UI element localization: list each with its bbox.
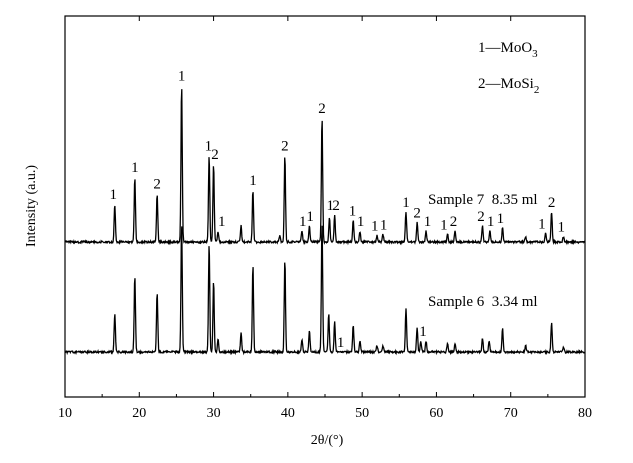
peak-label: 2 xyxy=(281,139,289,155)
peak-label: 1 xyxy=(402,195,410,211)
x-axis-ticks: 10 20 30 40 50 60 70 80 xyxy=(58,16,592,421)
peak-label: 1 xyxy=(380,217,388,233)
peak-label: 2 xyxy=(450,214,458,230)
legend-text: 1—MoO xyxy=(478,40,532,56)
x-tick-label-20: 20 xyxy=(132,406,146,421)
x-tick-label-80: 80 xyxy=(578,406,592,421)
peak-label: 1 xyxy=(299,214,307,230)
peak-label: 1 xyxy=(487,214,495,230)
series-trace-1 xyxy=(64,89,586,246)
legend-item-2: 2—MoSi2 xyxy=(478,76,539,96)
peak-label: 1 xyxy=(424,214,432,230)
peak-label: 2 xyxy=(413,206,421,222)
series-label-1: Sample 7 8.35 ml xyxy=(428,192,538,208)
x-tick-label-40: 40 xyxy=(281,406,295,421)
peak-label: 1 xyxy=(110,187,118,203)
peak-label: 1 xyxy=(306,209,314,225)
peak-label: 1 xyxy=(538,216,546,232)
legend-subscript: 3 xyxy=(532,48,538,60)
peak-label: 2 xyxy=(332,198,340,214)
x-tick-label-50: 50 xyxy=(355,406,369,421)
peak-label: 1 xyxy=(178,68,186,84)
peak-label: 1 xyxy=(419,324,427,340)
legend-text: 2—MoSi xyxy=(478,76,534,92)
peak-label: 1 xyxy=(371,219,379,235)
x-tick-label-60: 60 xyxy=(429,406,443,421)
x-tick-label-30: 30 xyxy=(207,406,221,421)
peak-label: 1 xyxy=(557,220,565,236)
y-axis-title: Intensity (a.u.) xyxy=(24,165,39,247)
peak-label: 1 xyxy=(131,160,139,176)
peak-label: 1 xyxy=(440,217,448,233)
peak-label: 2 xyxy=(318,101,326,117)
x-axis-title: 2θ/(°) xyxy=(311,433,344,448)
peak-label: 1 xyxy=(357,214,365,230)
peak-label: 1 xyxy=(205,139,213,155)
legend-subscript: 2 xyxy=(534,84,540,96)
peak-label: 2 xyxy=(548,195,556,211)
peak-label: 1 xyxy=(249,173,257,189)
peak-label: 2 xyxy=(477,209,485,225)
peak-label: 2 xyxy=(211,147,219,163)
peak-label: 1 xyxy=(349,203,357,219)
peak-label: 1 xyxy=(218,214,226,230)
legend-item-1: 1—MoO3 xyxy=(478,40,538,60)
legend: 1—MoO3 2—MoSi2 xyxy=(478,40,539,96)
peak-label: 2 xyxy=(153,176,161,192)
x-tick-label-10: 10 xyxy=(58,406,72,421)
x-tick-label-70: 70 xyxy=(504,406,518,421)
peak-label: 1 xyxy=(326,198,334,214)
peak-label: 1 xyxy=(497,211,505,227)
series-label-2: Sample 6 3.34 ml xyxy=(428,294,538,310)
peak-label: 1 xyxy=(337,335,345,351)
series-trace-2 xyxy=(64,225,586,356)
